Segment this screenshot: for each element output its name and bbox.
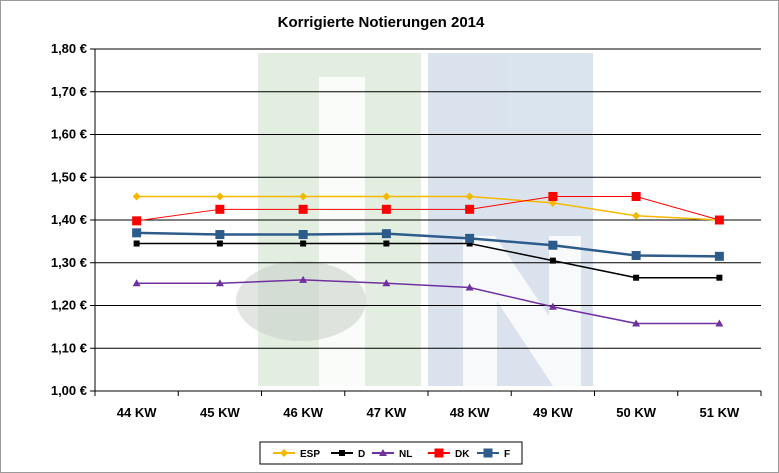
data-point-nl <box>382 279 391 287</box>
series-line-d <box>136 242 720 279</box>
data-point-nl <box>215 279 224 287</box>
data-point-esp <box>132 192 141 201</box>
data-point-dk <box>381 204 391 214</box>
data-point-dk <box>465 204 475 214</box>
legend-label-f: F <box>504 449 510 460</box>
plot-area: 1,00 € 1,10 € 1,20 € 1,30 € 1,40 € 1,50 € 1,60… <box>51 41 762 420</box>
series-line-nl <box>136 279 720 325</box>
data-point-dk <box>548 191 558 201</box>
data-point-f <box>548 240 558 250</box>
data-point-dk <box>298 204 308 214</box>
data-point-nl <box>632 319 641 327</box>
y-tick-label: 1,50 € <box>51 169 87 184</box>
data-point-nl <box>465 283 474 291</box>
y-tick-label: 1,40 € <box>51 212 87 227</box>
data-point-dk <box>215 204 225 214</box>
series-f <box>132 228 724 261</box>
data-point-d <box>716 274 723 281</box>
legend-marker-nl <box>379 449 387 456</box>
data-point-nl <box>715 319 724 327</box>
legend-marker-esp <box>280 449 288 457</box>
data-point-d <box>633 274 640 281</box>
y-tick-label: 1,70 € <box>51 84 87 99</box>
data-point-f <box>465 233 475 243</box>
data-point-d <box>466 240 473 247</box>
y-tick-label: 1,30 € <box>51 255 87 270</box>
legend-label-dk: DK <box>455 449 470 460</box>
data-point-esp <box>299 192 308 201</box>
data-point-f <box>381 229 391 239</box>
data-point-d <box>300 240 307 247</box>
data-point-f <box>215 230 225 240</box>
data-point-d <box>549 257 556 264</box>
series-esp <box>132 192 724 224</box>
data-point-esp <box>215 192 224 201</box>
legend-marker-dk <box>434 448 444 458</box>
data-point-d <box>216 240 223 247</box>
x-tick-label: 47 KW <box>367 405 407 420</box>
series-dk <box>132 191 724 226</box>
data-point-nl <box>132 279 141 287</box>
x-tick-label: 46 KW <box>283 405 323 420</box>
series-line-f <box>136 231 720 258</box>
y-tick-label: 1,60 € <box>51 127 87 142</box>
series-line-esp <box>136 195 720 221</box>
legend-label-esp: ESP <box>300 449 320 460</box>
data-point-esp <box>632 211 641 220</box>
x-tick-label: 45 KW <box>200 405 240 420</box>
data-point-f <box>714 251 724 261</box>
data-point-dk <box>132 216 142 226</box>
data-point-esp <box>465 192 474 201</box>
data-point-d <box>133 240 140 247</box>
series-d <box>133 240 723 281</box>
data-point-f <box>298 230 308 240</box>
legend-label-d: D <box>358 449 365 460</box>
y-tick-label: 1,20 € <box>51 298 87 313</box>
data-point-dk <box>631 191 641 201</box>
x-tick-label: 44 KW <box>117 405 157 420</box>
x-tick-label: 48 KW <box>450 405 490 420</box>
y-tick-label: 1,00 € <box>51 383 87 398</box>
legend-marker-f <box>483 448 493 458</box>
x-tick-label: 50 KW <box>616 405 656 420</box>
data-point-f <box>132 228 142 238</box>
legend-marker-d <box>339 450 345 456</box>
chart-title: Korrigierte Notierungen 2014 <box>278 14 485 31</box>
legend-label-nl: NL <box>399 449 412 460</box>
data-point-esp <box>382 192 391 201</box>
legend: ESP D NL DK F <box>259 441 523 465</box>
data-point-nl <box>548 302 557 310</box>
series-line-dk <box>136 195 720 222</box>
y-tick-label: 1,80 € <box>51 41 87 56</box>
data-point-dk <box>714 215 724 225</box>
y-tick-label: 1,10 € <box>51 340 87 355</box>
series-nl <box>132 275 724 327</box>
data-point-d <box>383 240 390 247</box>
x-tick-label: 51 KW <box>700 405 740 420</box>
data-point-nl <box>299 275 308 283</box>
x-tick-label: 49 KW <box>533 405 573 420</box>
data-point-f <box>631 250 641 260</box>
